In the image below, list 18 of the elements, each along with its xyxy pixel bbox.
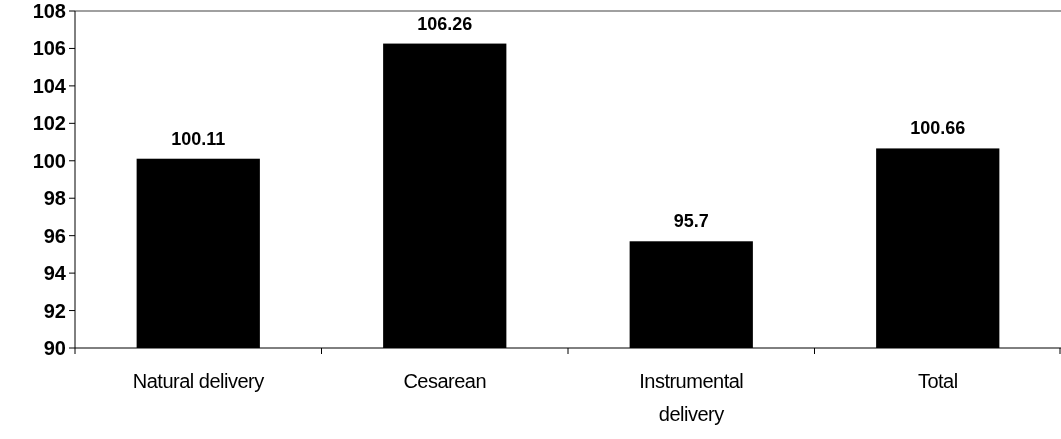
y-tick-label: 98	[43, 187, 66, 210]
data-label: 106.26	[417, 13, 473, 34]
y-tick-label: 90	[43, 337, 66, 359]
x-tick-label: Instrumental delivery	[639, 370, 744, 425]
y-tick-label: 106	[32, 37, 66, 60]
x-tick-label: Total	[917, 370, 958, 392]
y-tick-label: 92	[43, 299, 66, 322]
y-tick-label: 100	[32, 149, 66, 172]
y-tick-label: 108	[32, 0, 66, 22]
y-tick-label: 104	[32, 74, 67, 97]
y-tick-label: 94	[43, 262, 67, 285]
data-label: 95.7	[673, 211, 709, 232]
data-label: 100.11	[171, 128, 226, 149]
y-tick-label: 96	[43, 224, 66, 247]
x-tick-label: Cesarean	[403, 370, 487, 392]
y-tick-label: 102	[32, 112, 66, 135]
data-label: 100.66	[910, 118, 966, 139]
x-tick-label: Natural delivery	[132, 370, 265, 392]
